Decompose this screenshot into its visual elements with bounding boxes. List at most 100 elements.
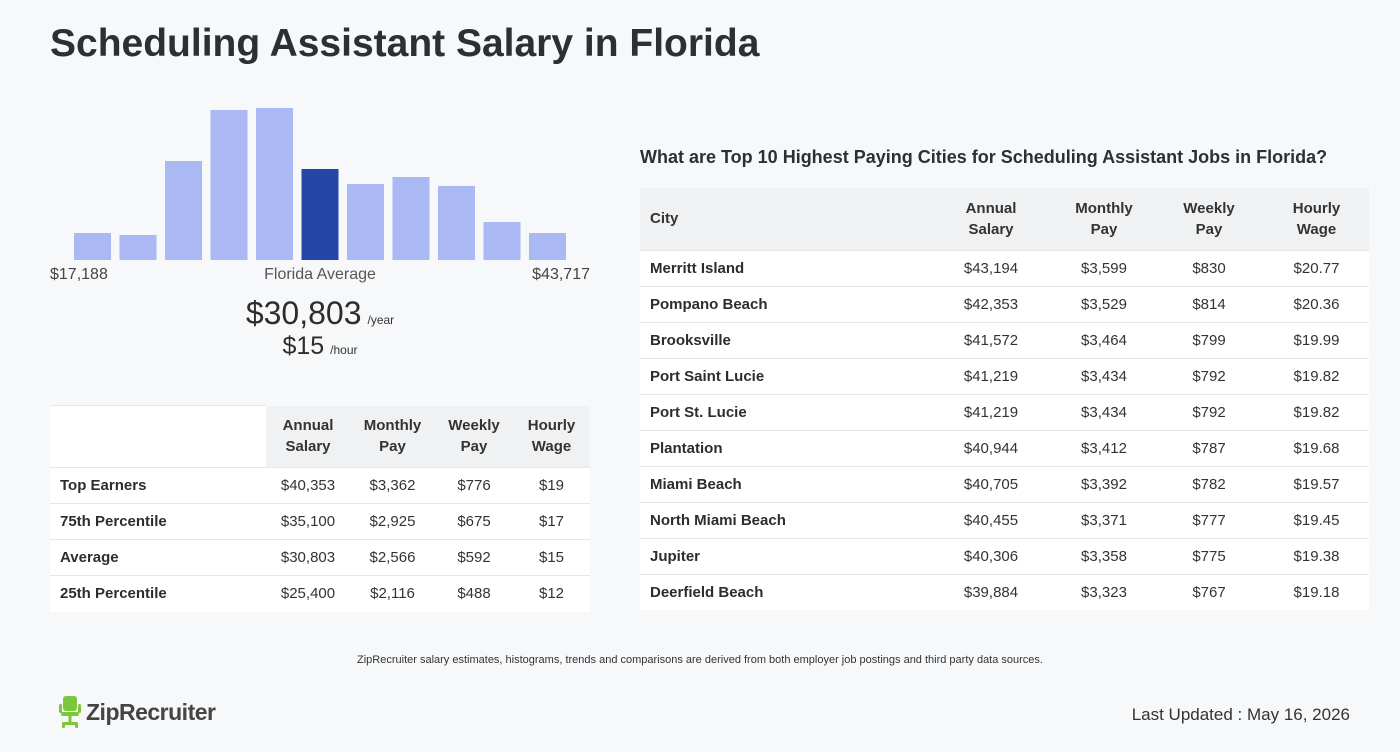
percentile-row: Average $30,803 $2,566 $592 $15 bbox=[50, 539, 590, 576]
city-row: Port Saint Lucie $41,219 $3,434 $792 $19.82 bbox=[640, 357, 1369, 394]
histogram-bar bbox=[256, 108, 293, 260]
average-hourly: $15/hour bbox=[50, 332, 590, 361]
city-row-annual: $42,353 bbox=[928, 285, 1054, 322]
percentile-header-weekly: Weekly Pay bbox=[435, 405, 513, 468]
city-row-hourly: $19.99 bbox=[1264, 321, 1369, 358]
city-row-label: North Miami Beach bbox=[640, 501, 928, 538]
percentile-row-hourly: $19 bbox=[513, 467, 590, 504]
city-row-annual: $41,219 bbox=[928, 357, 1054, 394]
city-header-city: City bbox=[640, 188, 928, 250]
city-row-weekly: $830 bbox=[1154, 249, 1264, 286]
city-row-label: Miami Beach bbox=[640, 465, 928, 502]
city-row-weekly: $814 bbox=[1154, 285, 1264, 322]
city-row: Jupiter $40,306 $3,358 $775 $19.38 bbox=[640, 537, 1369, 574]
percentile-table-header: Annual Salary Monthly Pay Weekly Pay Hourly… bbox=[50, 405, 590, 468]
city-row-weekly: $799 bbox=[1154, 321, 1264, 358]
city-row-hourly: $20.36 bbox=[1264, 285, 1369, 322]
city-row-monthly: $3,412 bbox=[1054, 429, 1154, 466]
disclaimer: ZipRecruiter salary estimates, histogram… bbox=[357, 654, 1043, 666]
city-row: Miami Beach $40,705 $3,392 $782 $19.57 bbox=[640, 465, 1369, 502]
percentile-row-weekly: $776 bbox=[435, 467, 513, 504]
city-row-label: Brooksville bbox=[640, 321, 928, 358]
histogram-bar bbox=[529, 233, 566, 260]
histogram-average-label: Florida Average bbox=[264, 266, 376, 283]
percentile-row: 25th Percentile $25,400 $2,116 $488 $12 bbox=[50, 575, 590, 612]
city-row-hourly: $19.82 bbox=[1264, 357, 1369, 394]
city-row-monthly: $3,371 bbox=[1054, 501, 1154, 538]
city-table: City Annual Salary Monthly Pay Weekly Pay H… bbox=[640, 188, 1369, 610]
city-header-weekly: Weekly Pay bbox=[1154, 188, 1264, 250]
city-row-weekly: $792 bbox=[1154, 357, 1264, 394]
average-hourly-value: $15 bbox=[282, 332, 325, 360]
last-updated: Last Updated : May 16, 2026 bbox=[1131, 705, 1350, 724]
city-row-weekly: $782 bbox=[1154, 465, 1264, 502]
city-row-monthly: $3,434 bbox=[1054, 393, 1154, 430]
city-row-hourly: $20.77 bbox=[1264, 249, 1369, 286]
city-row-hourly: $19.38 bbox=[1264, 537, 1369, 574]
percentile-row-label: 25th Percentile bbox=[50, 575, 266, 612]
percentile-row: Top Earners $40,353 $3,362 $776 $19 bbox=[50, 467, 590, 504]
city-row-weekly: $787 bbox=[1154, 429, 1264, 466]
city-table-header: City Annual Salary Monthly Pay Weekly Pay H… bbox=[640, 188, 1369, 250]
city-row-label: Plantation bbox=[640, 429, 928, 466]
city-row: Port St. Lucie $41,219 $3,434 $792 $19.82 bbox=[640, 393, 1369, 430]
percentile-row-weekly: $675 bbox=[435, 503, 513, 540]
percentile-row-label: Top Earners bbox=[50, 467, 266, 504]
percentile-row: 75th Percentile $35,100 $2,925 $675 $17 bbox=[50, 503, 590, 540]
city-row-annual: $40,306 bbox=[928, 537, 1054, 574]
city-row-weekly: $777 bbox=[1154, 501, 1264, 538]
city-row-monthly: $3,599 bbox=[1054, 249, 1154, 286]
city-row-monthly: $3,434 bbox=[1054, 357, 1154, 394]
city-row-annual: $41,219 bbox=[928, 393, 1054, 430]
histogram-max-label: $43,717 bbox=[532, 266, 590, 283]
percentile-row-label: Average bbox=[50, 539, 266, 576]
city-row: Deerfield Beach $39,884 $3,323 $767 $19.18 bbox=[640, 573, 1369, 610]
percentile-row-label: 75th Percentile bbox=[50, 503, 266, 540]
percentile-table: Annual Salary Monthly Pay Weekly Pay Hourly… bbox=[50, 405, 590, 612]
city-row-label: Pompano Beach bbox=[640, 285, 928, 322]
city-header-monthly: Monthly Pay bbox=[1054, 188, 1154, 250]
city-row-label: Jupiter bbox=[640, 537, 928, 574]
city-row-monthly: $3,464 bbox=[1054, 321, 1154, 358]
percentile-row-annual: $40,353 bbox=[266, 467, 350, 504]
histogram-bar bbox=[210, 110, 248, 260]
city-row-weekly: $767 bbox=[1154, 573, 1264, 610]
percentile-row-annual: $25,400 bbox=[266, 575, 350, 612]
ziprecruiter-logo[interactable]: ZipRecruiter bbox=[58, 694, 216, 730]
city-table-title: What are Top 10 Highest Paying Cities fo… bbox=[640, 147, 1328, 167]
percentile-row-weekly: $592 bbox=[435, 539, 513, 576]
city-header-annual: Annual Salary bbox=[928, 188, 1054, 250]
city-row-monthly: $3,323 bbox=[1054, 573, 1154, 610]
city-row-annual: $41,572 bbox=[928, 321, 1054, 358]
city-row-annual: $40,944 bbox=[928, 429, 1054, 466]
city-row: Brooksville $41,572 $3,464 $799 $19.99 bbox=[640, 321, 1369, 358]
city-row-annual: $39,884 bbox=[928, 573, 1054, 610]
city-row-hourly: $19.68 bbox=[1264, 429, 1369, 466]
city-row-weekly: $775 bbox=[1154, 537, 1264, 574]
histogram-bar bbox=[392, 177, 430, 260]
city-row: Plantation $40,944 $3,412 $787 $19.68 bbox=[640, 429, 1369, 466]
histogram-bar bbox=[74, 233, 111, 260]
chair-icon bbox=[59, 696, 81, 728]
city-row: North Miami Beach $40,455 $3,371 $777 $19.45 bbox=[640, 501, 1369, 538]
city-row-label: Deerfield Beach bbox=[640, 573, 928, 610]
city-row-monthly: $3,529 bbox=[1054, 285, 1154, 322]
histogram-bar bbox=[483, 222, 521, 260]
percentile-row-monthly: $2,116 bbox=[350, 575, 435, 612]
average-yearly: $30,803/year bbox=[50, 295, 590, 332]
city-row-hourly: $19.57 bbox=[1264, 465, 1369, 502]
city-row-hourly: $19.18 bbox=[1264, 573, 1369, 610]
city-row-label: Port St. Lucie bbox=[640, 393, 928, 430]
percentile-row-annual: $30,803 bbox=[266, 539, 350, 576]
city-row-monthly: $3,358 bbox=[1054, 537, 1154, 574]
histogram-labels: $17,188 Florida Average $43,717 bbox=[50, 266, 590, 286]
city-row-annual: $40,455 bbox=[928, 501, 1054, 538]
percentile-row-annual: $35,100 bbox=[266, 503, 350, 540]
histogram-bar-average bbox=[301, 169, 339, 260]
percentile-header-annual: Annual Salary bbox=[266, 405, 350, 468]
page-title: Scheduling Assistant Salary in Florida bbox=[50, 22, 760, 65]
percentile-header-monthly: Monthly Pay bbox=[350, 405, 435, 468]
city-row-weekly: $792 bbox=[1154, 393, 1264, 430]
city-row-annual: $40,705 bbox=[928, 465, 1054, 502]
histogram-bar bbox=[438, 186, 475, 260]
